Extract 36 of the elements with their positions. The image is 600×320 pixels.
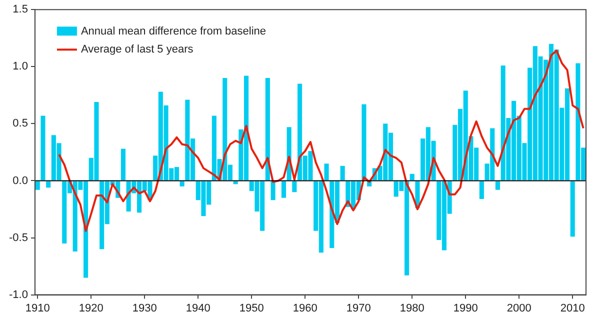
x-tick-label: 1980 — [400, 302, 424, 314]
bar — [46, 181, 51, 188]
bar — [324, 164, 329, 180]
bar — [40, 116, 46, 180]
bar — [570, 181, 575, 237]
x-tick-label: 1970 — [346, 302, 371, 314]
y-tick-label: 1.0 — [12, 60, 28, 73]
bar — [292, 181, 297, 192]
bar — [233, 181, 238, 184]
bar — [120, 148, 126, 180]
bar — [35, 181, 40, 190]
legend-label: Average of last 5 years — [80, 44, 194, 56]
bar — [495, 181, 500, 190]
y-tick-label: -1.0 — [8, 288, 28, 301]
x-tick-label: 1960 — [292, 302, 318, 314]
y-tick-label: 0.5 — [12, 118, 28, 130]
bar — [340, 166, 345, 180]
y-tick-label: -0.5 — [8, 232, 28, 244]
bar — [180, 181, 184, 186]
bar — [362, 104, 366, 180]
y-tick-label: 1.5 — [12, 4, 28, 16]
x-tick-label: 1930 — [132, 302, 157, 314]
x-tick-label: 1920 — [78, 302, 104, 314]
x-tick-label: 1950 — [239, 302, 264, 314]
y-tick-label: 0.0 — [12, 174, 28, 187]
x-tick-label: 1990 — [453, 302, 478, 314]
bar — [410, 174, 414, 180]
legend-label: Annual mean difference from baseline — [80, 26, 266, 38]
x-tick-label: 2000 — [506, 302, 532, 314]
x-tick-label: 2010 — [560, 302, 585, 314]
bar — [281, 181, 286, 198]
x-tick-label: 1940 — [186, 302, 210, 314]
bar — [479, 181, 484, 199]
x-tick-label: 1910 — [25, 302, 50, 314]
bar — [265, 78, 270, 180]
bar — [270, 181, 276, 200]
